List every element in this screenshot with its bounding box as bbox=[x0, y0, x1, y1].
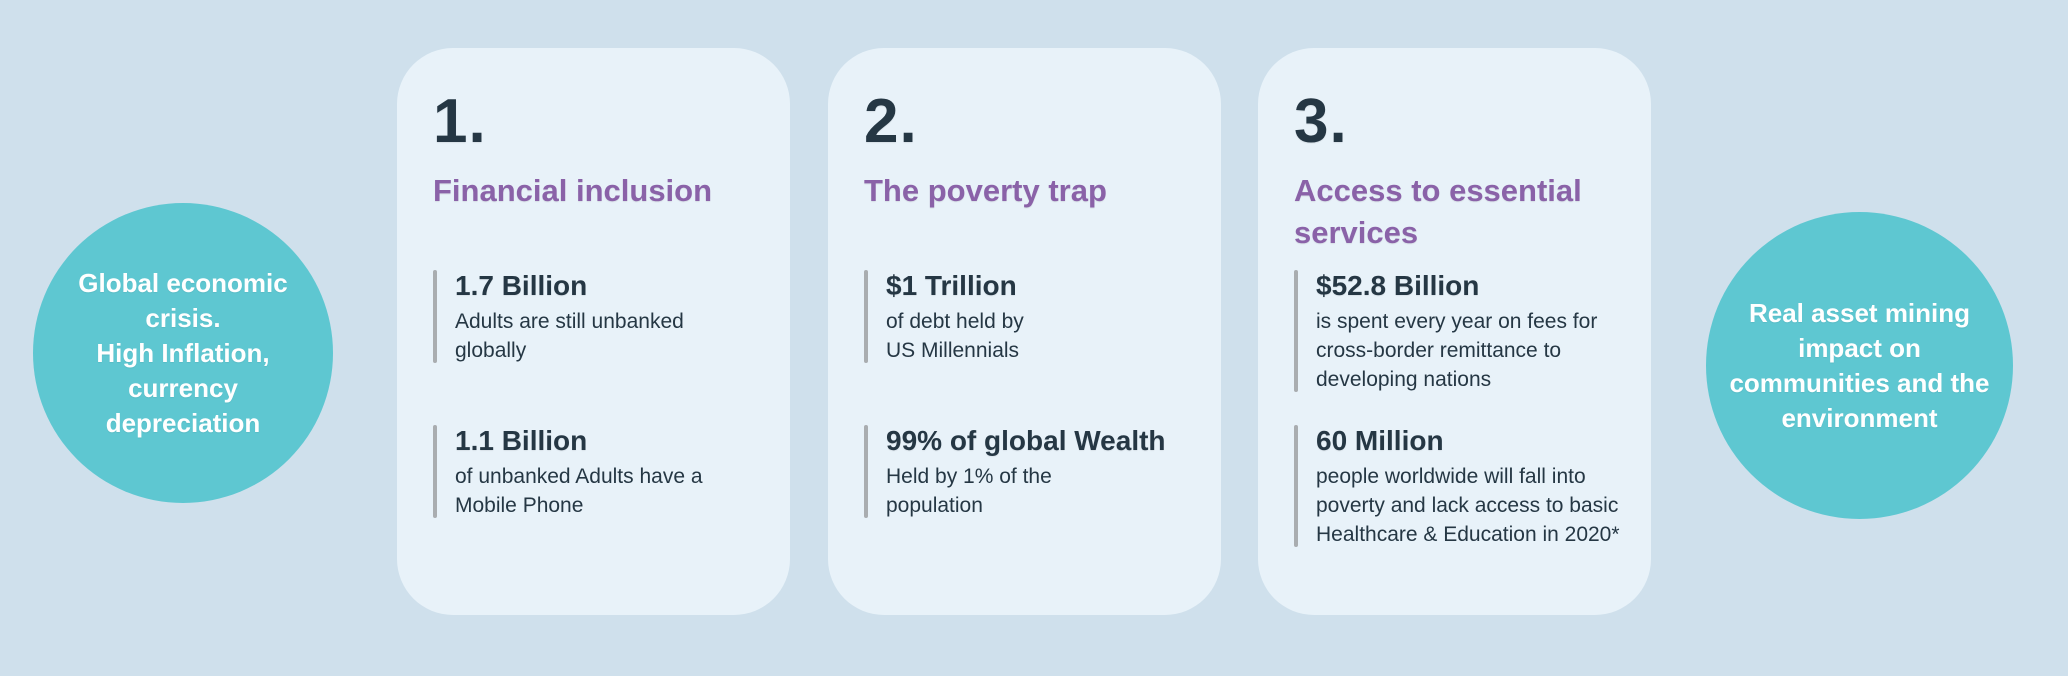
stat-description: people worldwide will fall into poverty … bbox=[1316, 465, 1620, 546]
right-context-circle: Real asset mining impact on communities … bbox=[1706, 212, 2013, 519]
stat-value: 1.7 Billion bbox=[455, 270, 588, 301]
stat-value: 60 Million bbox=[1316, 425, 1444, 456]
stat-description: is spent every year on fees for cross-bo… bbox=[1316, 310, 1598, 391]
stat-accent-bar bbox=[864, 425, 868, 518]
stat-accent-bar bbox=[1294, 270, 1298, 392]
card-financial-inclusion: 1. Financial inclusion 1.7 Billion Adult… bbox=[397, 48, 790, 615]
card-title: The poverty trap bbox=[864, 173, 1107, 208]
stat-block: 60 Million people worldwide will fall in… bbox=[1294, 423, 1637, 549]
stat-description: Held by 1% of the population bbox=[886, 465, 1052, 517]
card-title: Financial inclusion bbox=[433, 173, 713, 208]
stat-accent-bar bbox=[433, 270, 437, 363]
card-title: Access to essential services bbox=[1294, 173, 1582, 250]
card-access-essential-services: 3. Access to essential services $52.8 Bi… bbox=[1258, 48, 1651, 615]
card-number: 3. bbox=[1294, 87, 1348, 156]
stat-value: 99% of global Wealth bbox=[886, 425, 1166, 456]
left-context-circle: Global economic crisis. High Inflation, … bbox=[33, 203, 333, 503]
right-circle-text: Real asset mining impact on communities … bbox=[1729, 297, 1990, 433]
stat-accent-bar bbox=[1294, 425, 1298, 547]
stat-description: of debt held by US Millennials bbox=[886, 310, 1024, 362]
stat-accent-bar bbox=[433, 425, 437, 518]
stat-value: $1 Trillion bbox=[886, 270, 1017, 301]
left-circle-text: Global economic crisis. High Inflation, … bbox=[78, 267, 288, 438]
card-number: 2. bbox=[864, 87, 918, 156]
stat-description: of unbanked Adults have a Mobile Phone bbox=[455, 465, 703, 517]
stat-block: 1.7 Billion Adults are still unbanked gl… bbox=[433, 268, 776, 365]
stat-value: $52.8 Billion bbox=[1316, 270, 1480, 301]
card-poverty-trap: 2. The poverty trap $1 Trillion of debt … bbox=[828, 48, 1221, 615]
stat-block: 1.1 Billion of unbanked Adults have a Mo… bbox=[433, 423, 776, 520]
stat-block: 99% of global Wealth Held by 1% of the p… bbox=[864, 423, 1207, 520]
stat-description: Adults are still unbanked globally bbox=[455, 310, 684, 362]
card-number: 1. bbox=[433, 87, 487, 156]
stat-value: 1.1 Billion bbox=[455, 425, 588, 456]
stat-block: $52.8 Billion is spent every year on fee… bbox=[1294, 268, 1637, 394]
stat-accent-bar bbox=[864, 270, 868, 363]
stat-block: $1 Trillion of debt held by US Millennia… bbox=[864, 268, 1207, 365]
